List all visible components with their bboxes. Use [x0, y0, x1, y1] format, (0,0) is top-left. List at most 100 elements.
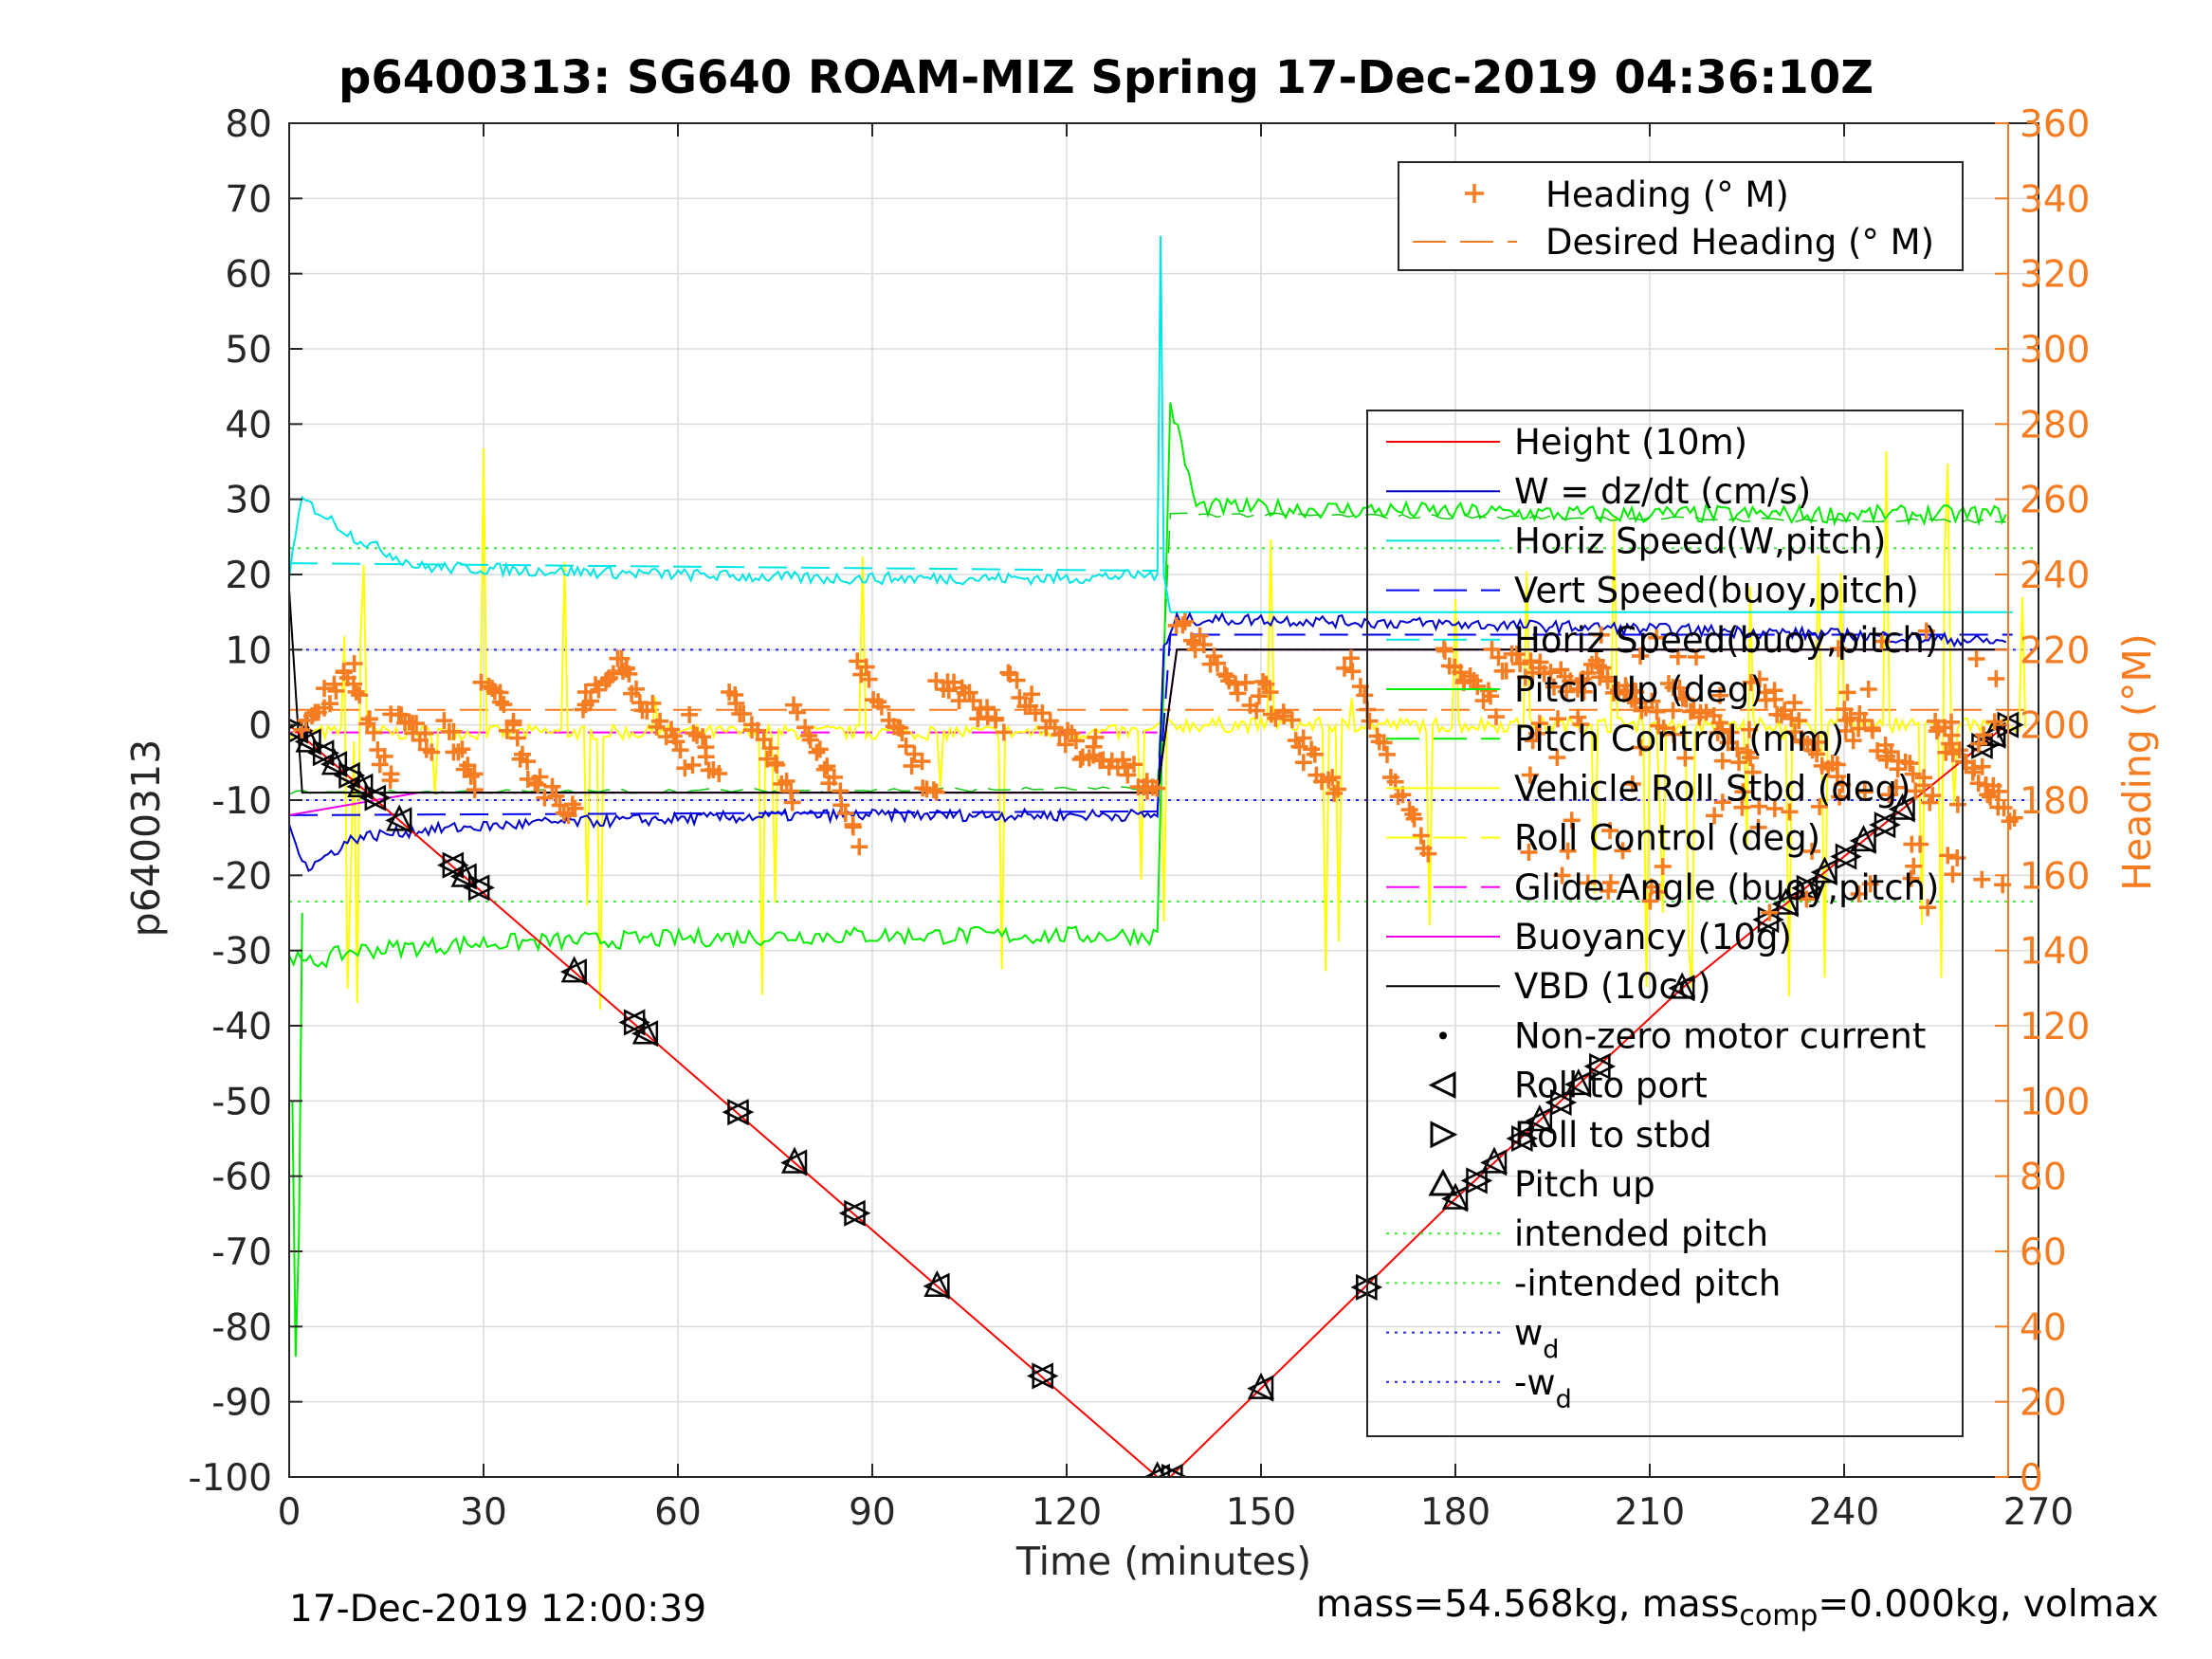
roll-port-marker — [1810, 859, 1837, 886]
roll-markers — [289, 711, 2024, 1477]
y-tick-label-right: 320 — [2020, 254, 2090, 297]
y-axis-label-left: p6400313 — [123, 739, 169, 938]
y-tick-label-right: 180 — [2020, 780, 2090, 823]
legend-marker-dot — [1439, 1031, 1447, 1040]
y-tick-label: 50 — [225, 329, 272, 372]
legend-entry: -intended pitch — [1514, 1263, 1781, 1304]
y-tick-label: -20 — [211, 855, 272, 898]
y-tick-label-right: 360 — [2020, 103, 2090, 146]
pitch-up-marker — [347, 770, 375, 798]
y-tick-label: 60 — [225, 254, 272, 297]
horiz-speed-spike — [1156, 235, 1172, 612]
footer-mass-text: mass=54.568kg, mass — [1316, 1583, 1740, 1626]
roll-stbd-marker — [364, 784, 392, 811]
legend-main: Height (10m) W = dz/dt (cm/s) Horiz Speed(… — [1366, 410, 1964, 1437]
horiz-speed-series — [289, 495, 1159, 587]
legend-entry: Pitch Up (deg) — [1514, 669, 1764, 710]
roll-port-marker — [722, 1099, 749, 1126]
legend-entry: Non-zero motor current — [1514, 1015, 1926, 1056]
y-tick-label-right: 40 — [2020, 1306, 2067, 1349]
legend-subscript: d — [1543, 1336, 1559, 1365]
y-tick-label-right: 260 — [2020, 480, 2090, 522]
footer-timestamp: 17-Dec-2019 12:00:39 — [289, 1588, 707, 1631]
y-tick-label-right: 200 — [2020, 705, 2090, 748]
roll-stbd-marker — [442, 851, 469, 879]
y-axis-right: 3603403203002802602402202001801601401201… — [1995, 103, 2160, 1500]
legend-entry: Height (10m) — [1514, 422, 1747, 463]
x-tick-label: 120 — [1032, 1491, 1102, 1534]
y-tick-label-right: 220 — [2020, 629, 2090, 672]
roll-stbd-marker — [1466, 1167, 1493, 1194]
roll-port-marker — [1869, 811, 1896, 839]
pitch-up-marker — [1441, 1182, 1470, 1210]
roll-port-marker — [1771, 890, 1799, 918]
x-tick-label: 90 — [849, 1491, 896, 1534]
legend-entry: intended pitch — [1514, 1213, 1768, 1254]
roll-stbd-marker — [1356, 1273, 1383, 1301]
x-axis: 0 30 60 90 120 150 180 210 240 270 Time (minutes) — [278, 123, 2074, 1584]
pitch-start-spike — [291, 912, 303, 1358]
roll-stbd-marker — [1796, 874, 1823, 902]
legend-top-entry: Heading (° M) — [1545, 174, 1789, 215]
roll-port-marker — [838, 1199, 866, 1227]
roll-port-marker — [559, 958, 587, 986]
roll-port-marker — [320, 751, 348, 778]
y-tick-label: -30 — [211, 931, 272, 974]
pitch-up-marker — [780, 1146, 809, 1174]
legend-entry: VBD (10cc) — [1514, 966, 1711, 1007]
legend-entry: Buoyancy (10g) — [1514, 917, 1792, 957]
roll-stbd-marker — [1161, 1463, 1189, 1477]
y-tick-label-right: 300 — [2020, 329, 2090, 372]
y-tick-label: -50 — [211, 1081, 272, 1123]
roll-stbd-marker — [338, 761, 366, 789]
y-tick-label-right: 80 — [2020, 1157, 2067, 1199]
y-tick-label: -40 — [211, 1006, 272, 1048]
legend-entry: Roll Control (deg) — [1514, 818, 1820, 859]
pitch-up-marker — [1564, 1068, 1592, 1096]
pitch-up-marker — [295, 725, 322, 753]
footer-mass: mass=54.568kg, masscomp=0.000kg, volmax — [1316, 1583, 2159, 1632]
x-tick-label: 30 — [460, 1491, 507, 1534]
x-tick-label: 270 — [2003, 1491, 2074, 1534]
roll-port-marker — [1506, 1124, 1533, 1153]
legend-marker-up — [1428, 1168, 1458, 1196]
roll-port-marker — [1564, 1070, 1592, 1098]
pitch-series — [289, 402, 2007, 969]
roll-series — [289, 447, 2027, 1010]
roll-port-marker — [294, 728, 321, 756]
roll-port-marker — [1247, 1375, 1274, 1402]
legend-entry: Roll to port — [1514, 1066, 1708, 1106]
x-axis-label: Time (minutes) — [1015, 1539, 1311, 1584]
roll-port-marker — [1545, 1088, 1572, 1116]
vert-speed-series — [289, 633, 2013, 816]
y-tick-label-right: 20 — [2020, 1382, 2067, 1425]
y-tick-label-right: 0 — [2020, 1457, 2043, 1500]
roll-stbd-marker — [1874, 811, 1901, 839]
x-tick-label: 60 — [654, 1491, 702, 1534]
y-tick-label-right: 240 — [2020, 555, 2090, 597]
roll-port-marker — [1026, 1362, 1053, 1390]
roll-stbd-marker — [312, 739, 339, 767]
roll-stbd-marker — [1835, 843, 1862, 870]
w-series — [289, 611, 2007, 873]
pitch-up-marker — [1526, 1104, 1553, 1132]
legend-subscript: d — [1556, 1385, 1572, 1414]
roll-port-marker — [780, 1149, 808, 1176]
roll-port-marker — [385, 807, 412, 834]
roll-port-marker — [1156, 1463, 1183, 1477]
x-tick-label: 180 — [1420, 1491, 1490, 1534]
y-tick-label: -60 — [211, 1157, 272, 1199]
legend-top-entry: Desired Heading (° M) — [1545, 222, 1934, 263]
roll-port-marker — [359, 784, 387, 811]
roll-port-marker — [1992, 711, 2020, 738]
y-tick-label: -10 — [211, 780, 272, 823]
pitch-up-marker — [1772, 887, 1800, 915]
footer-mass-sub: comp — [1739, 1598, 1819, 1632]
pitch-up-marker — [1811, 856, 1838, 884]
y-tick-label: -90 — [211, 1382, 272, 1425]
y-tick-label: -100 — [188, 1457, 272, 1500]
height-series — [289, 723, 2007, 1477]
legend-top: Heading (° M) Desired Heading (° M) — [1398, 161, 1964, 271]
pitch-up-marker — [1669, 972, 1696, 999]
